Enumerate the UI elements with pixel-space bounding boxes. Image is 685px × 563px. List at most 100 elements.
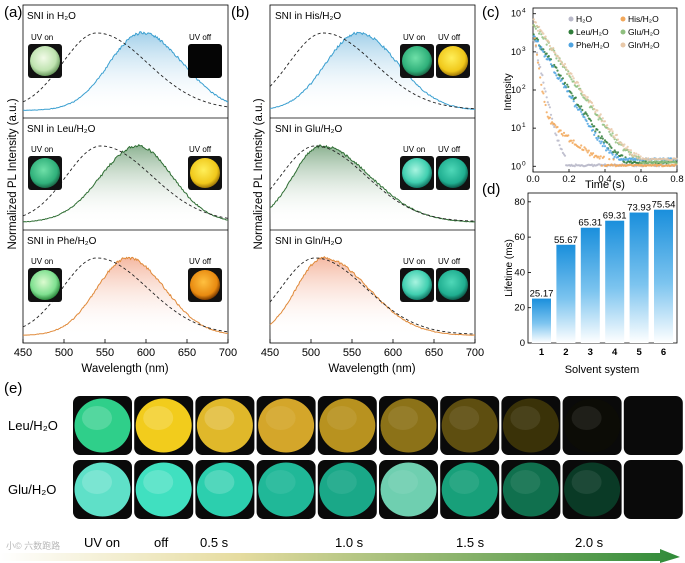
decay-point: [552, 46, 555, 50]
decay-point: [548, 106, 552, 109]
panel-a-xlabel: Wavelength (nm): [81, 363, 168, 375]
decay-point: [610, 134, 613, 137]
time-label-uv-on: UV on: [84, 535, 120, 550]
time-label-0-5s: 0.5 s: [200, 535, 229, 550]
fluo-curve-a3: [22, 257, 229, 333]
decay-point: [608, 151, 611, 154]
decay-point: [600, 140, 603, 143]
decay-point: [586, 151, 589, 154]
uv-off-label-a1: UV off: [189, 33, 212, 42]
lifetime-ylabel: Lifetime (ms): [504, 239, 515, 297]
decay-point: [532, 33, 535, 36]
decay-point: [534, 44, 538, 47]
photo-vial-r2-4: [258, 462, 315, 517]
decay-point: [638, 157, 641, 160]
photo-vial-r1-7: [441, 398, 498, 453]
decay-point: [544, 35, 547, 38]
decay-point: [623, 161, 626, 164]
decay-point: [555, 66, 558, 69]
uv-off-label-a2: UV off: [189, 145, 212, 154]
decay-point: [547, 57, 550, 60]
decay-point: [627, 148, 630, 152]
photo-vial-r2-2: [135, 462, 192, 517]
decay-point: [535, 25, 539, 28]
lifetime-bar-3: [580, 227, 600, 343]
decay-point: [560, 78, 563, 81]
decay-point: [611, 132, 614, 135]
decay-point: [616, 151, 620, 154]
decay-point: [542, 32, 545, 35]
decay-point: [588, 154, 592, 157]
fluo-curve-b2: [269, 145, 476, 222]
photo-highlight-r1-3: [204, 406, 235, 430]
decay-point: [626, 145, 629, 148]
photo-highlight-r2-6: [388, 470, 418, 494]
decay-y-tick-label-0: 10: [511, 161, 521, 171]
x-tick-label-a-650: 650: [178, 347, 196, 359]
decay-point: [548, 44, 552, 48]
decay-point: [540, 46, 543, 49]
decay-point: [594, 131, 597, 134]
decay-point: [675, 162, 678, 165]
decay-point: [627, 150, 630, 153]
phos-area-b3: [270, 256, 475, 337]
lifetime-value-label-5: 73.93: [627, 203, 651, 214]
panel-label-c: (c): [482, 4, 500, 21]
phos-area-b2: [270, 145, 475, 224]
legend-marker-5: [620, 42, 626, 48]
uv-off-label-b2: UV off: [438, 145, 461, 154]
lifetime-category-5: 5: [636, 347, 642, 358]
decay-point: [542, 50, 545, 54]
decay-point: [571, 75, 574, 78]
panel-a-curves: [22, 31, 229, 337]
decay-point: [560, 61, 563, 65]
decay-point: [583, 116, 586, 119]
decay-point: [534, 27, 538, 30]
x-tick-label-a-500: 500: [55, 347, 73, 359]
photo-b2-uv-on: [402, 158, 432, 188]
decay-point: [616, 155, 620, 159]
decay-ylabel: Intensity: [503, 73, 514, 110]
spectrum-title-b1: SNI in His/H₂O: [275, 11, 341, 22]
decay-point: [623, 143, 626, 146]
decay-point: [542, 81, 545, 84]
phos-area-a3: [23, 257, 228, 337]
decay-point: [589, 119, 593, 122]
decay-point: [571, 96, 574, 99]
decay-point: [602, 123, 606, 126]
decay-point: [622, 145, 625, 148]
photo-b1-uv-off: [438, 46, 468, 76]
decay-point: [615, 133, 619, 136]
decay-point: [585, 119, 588, 123]
decay-point: [578, 105, 581, 108]
decay-point: [598, 131, 601, 134]
decay-point: [607, 163, 610, 167]
decay-point: [561, 134, 565, 137]
decay-point: [620, 141, 623, 144]
photo-a1-uv-off: [188, 44, 222, 78]
lifetime-value-label-1: 25.17: [530, 289, 554, 300]
panel-a-ylabel: Normalized PL Intensity (a.u.): [7, 98, 19, 249]
decay-point: [608, 158, 611, 161]
uv-off-label-a3: UV off: [189, 257, 212, 266]
decay-y-tick-exp-3: 3: [522, 46, 526, 53]
photo-highlight-r1-2: [143, 406, 174, 430]
lifetime-y-tick-label-20: 20: [514, 303, 525, 314]
lifetime-bar-4: [605, 220, 625, 343]
decay-point: [584, 147, 587, 150]
phos-curve-b3: [269, 255, 475, 336]
decay-point: [546, 101, 549, 104]
phos-area-a1: [23, 31, 228, 112]
decay-point: [556, 69, 559, 72]
decay-point: [534, 21, 538, 24]
decay-point: [605, 149, 608, 152]
decay-point: [552, 65, 555, 68]
photo-vial-r2-7: [441, 462, 498, 517]
x-tick-label-b-600: 600: [384, 347, 402, 359]
photo-vial-r1-5: [319, 398, 376, 453]
photo-sequence: [73, 396, 683, 519]
decay-point: [541, 74, 544, 77]
decay-point: [533, 25, 536, 28]
decay-point: [545, 52, 548, 55]
